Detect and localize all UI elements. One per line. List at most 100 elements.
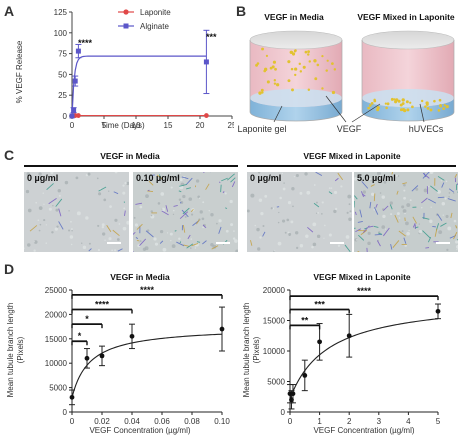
cell-speck [324,224,326,227]
tubule-segment [373,193,376,202]
cell-speck [170,186,173,189]
tubule-segment [173,204,178,207]
cell-speck [264,194,268,198]
panel-b-diagram: B VEGF in Media VEGF Mixed in Laponite L… [236,3,455,134]
tubule-segment [179,241,182,244]
cell-speck [455,240,458,244]
well-vegf-in-laponite [361,30,455,122]
cell-speck [430,206,432,208]
laponite-point [204,113,209,118]
y-tick-label: 25 [58,91,67,100]
cell-speck [418,229,423,234]
vegf-particle [313,59,317,63]
panel-d-left-ylabel-2: (Pixels) [16,336,25,363]
tubule-segment [222,191,225,194]
cell-speck [278,211,280,214]
tubule-segment [363,225,370,233]
tubule-segment [181,209,189,218]
vegf-particle [307,50,310,54]
cell-speck [254,224,257,227]
tubule-segment [203,172,205,173]
cell-speck [179,178,183,182]
x-tick-label: 0.06 [154,417,170,426]
tubule-segment [361,181,369,189]
cell-speck [188,197,193,201]
tubule-segment [423,172,427,178]
cell-speck [114,218,118,222]
tubule-segment [159,240,164,244]
panel-d-letter: D [4,261,14,277]
cell-speck [284,231,287,234]
cell-speck [406,231,410,236]
sig-label: **** [357,286,372,296]
cell-speck [109,205,112,208]
cell-speck [389,201,393,205]
tubule-segment [148,180,154,186]
alginate-point [75,48,81,54]
cell-speck [153,237,157,241]
tubule-segment [113,191,119,195]
alginate-fit-line [71,55,207,117]
tubule-segment [179,201,182,204]
vegf-particle [406,108,410,112]
cell-speck [337,244,341,247]
y-tick-label: 25000 [45,286,68,295]
cell-speck [346,211,349,214]
panel-d-left-xlabel: VEGF Concentration (µg/ml) [89,426,190,435]
tubule-segment [411,185,419,192]
tubule-segment [398,230,406,237]
vegf-particle [321,54,324,58]
cell-speck [178,198,182,201]
cell-speck [288,232,292,236]
cell-speck [235,249,238,252]
data-point [99,353,105,359]
cell-speck [133,216,136,219]
scale-bar [330,242,344,244]
tubule-segment [231,181,236,188]
tubule-segment [376,240,381,247]
tubule-segment [328,191,333,195]
vegf-particle [439,104,442,108]
tubule-segment [441,182,445,188]
cell-speck [345,235,350,239]
cell-speck [150,210,154,213]
cell-speck [103,198,107,202]
x-tick-label: 4 [406,417,411,426]
tubule-segment [359,209,363,218]
cell-speck [415,187,419,191]
tubule-segment [362,193,366,197]
cell-speck [202,201,205,204]
sig-label: **** [95,300,110,310]
vegf-particle [437,109,441,112]
tubule-segment [364,227,368,230]
cell-speck [166,232,169,234]
vegf-particle [326,59,329,62]
vegf-particle [405,100,409,104]
sig-label: * [85,314,89,324]
tubule-segment [344,244,351,252]
cell-speck [316,201,318,204]
tubule-segment [456,182,458,185]
cell-speck [199,210,203,214]
tubule-segment [402,182,407,185]
cell-speck [445,180,448,183]
vegf-particle [293,49,297,53]
leader-line-vegf-right [351,103,381,123]
vegf-particle [373,99,377,103]
micrograph-label: 5.0 µg/ml [357,173,396,183]
tubule-segment [307,226,314,233]
cell-speck [96,177,99,180]
vegf-particle [261,91,264,94]
cell-speck [55,208,59,212]
vegf-particle [302,65,306,69]
cell-speck [273,250,275,252]
panel-d-left-ylabel-1: Mean tubule branch length [6,303,15,398]
vegf-particle [325,69,328,72]
panel-d-charts: D VEGF in Media VEGF Mixed in Laponite M… [4,261,441,435]
cell-speck [201,217,205,221]
tubule-segment [447,198,456,202]
cell-speck [210,213,214,217]
cell-speck [379,192,382,194]
cell-speck [376,172,381,176]
alginate-point [72,78,78,84]
